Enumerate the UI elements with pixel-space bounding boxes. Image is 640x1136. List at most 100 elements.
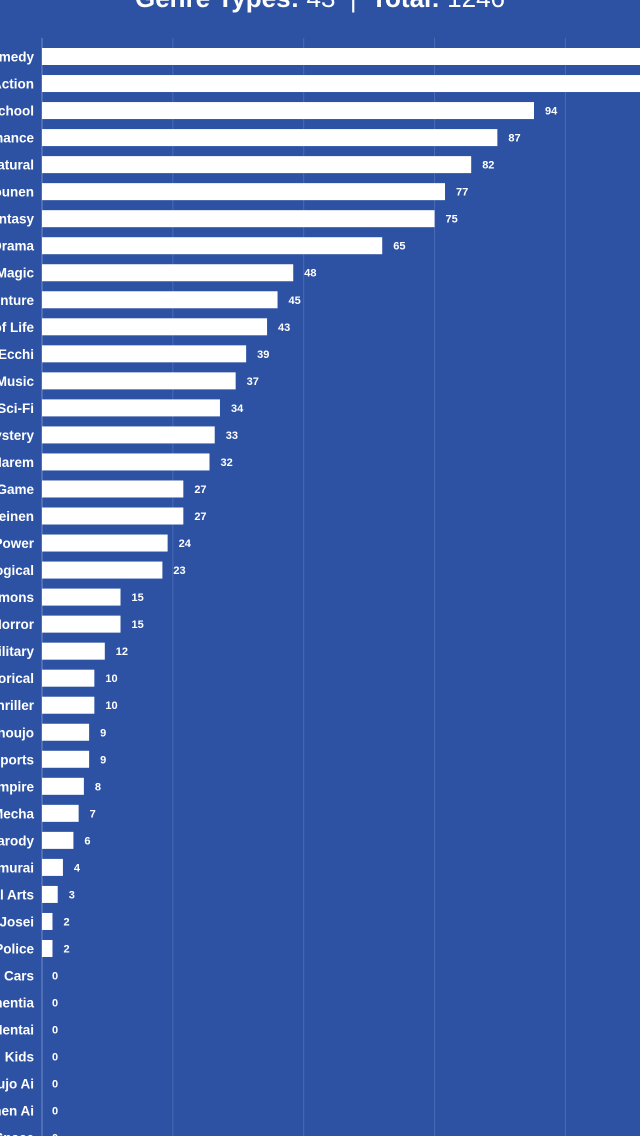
bar (42, 48, 640, 65)
bar (42, 156, 472, 174)
value-label: 2 (63, 916, 69, 928)
value-label: 43 (278, 322, 290, 334)
value-label: 0 (52, 1025, 58, 1037)
category-label: Shoujo Ai (0, 1077, 34, 1092)
bar (42, 453, 210, 471)
category-label: Drama (0, 239, 34, 254)
category-label: Thriller (0, 698, 35, 713)
bar (42, 399, 220, 417)
value-label: 34 (231, 403, 244, 415)
category-label: Supernatural (0, 158, 34, 173)
category-label: Comedy (0, 50, 34, 65)
value-label: 77 (456, 187, 468, 199)
category-label: Space (0, 1131, 34, 1136)
bar (42, 939, 53, 957)
bar (42, 237, 383, 255)
bar (42, 561, 163, 579)
bar (42, 264, 294, 282)
title-separator: | (350, 0, 357, 13)
category-label: Historical (0, 671, 34, 686)
value-label: 10 (105, 700, 117, 712)
category-label: Harem (0, 455, 34, 470)
category-label: Shounen Ai (0, 1104, 34, 1119)
bar (42, 642, 105, 660)
bar (42, 777, 84, 795)
value-label: 9 (100, 754, 106, 766)
value-label: 8 (95, 781, 101, 793)
chart-title: Genre Types: 43 | Total: 1246 (0, 0, 640, 14)
title-total-label: Total: (371, 0, 440, 13)
bar (42, 426, 215, 444)
bar (42, 615, 121, 633)
value-label: 15 (132, 592, 144, 604)
bar (42, 210, 435, 228)
value-label: 48 (304, 268, 316, 280)
value-label: 0 (52, 1106, 58, 1118)
category-label: School (0, 104, 34, 119)
category-label: Seinen (0, 509, 34, 524)
bar (42, 75, 640, 93)
bar (42, 885, 58, 903)
bar (42, 723, 90, 741)
value-label: 0 (52, 1079, 58, 1091)
bar (42, 507, 184, 525)
category-label: Kids (5, 1050, 34, 1065)
value-label: 24 (179, 538, 192, 550)
bar (42, 696, 95, 714)
category-label: Mecha (0, 806, 34, 821)
value-label: 27 (194, 511, 206, 523)
bar (42, 588, 121, 606)
category-label: Shoujo (0, 725, 34, 740)
category-label: Magic (0, 266, 34, 281)
category-label: Fantasy (0, 212, 34, 227)
category-label: Adventure (0, 293, 34, 308)
value-label: 6 (84, 835, 90, 847)
value-label: 15 (132, 619, 144, 631)
category-label: Sports (0, 752, 34, 767)
value-label: 3 (69, 889, 75, 901)
bar (42, 372, 236, 390)
value-label: 12 (116, 646, 128, 658)
category-label: Hentai (0, 1023, 34, 1038)
category-label: Josei (0, 914, 34, 929)
value-label: 82 (482, 160, 494, 172)
bar (42, 183, 446, 201)
bar (42, 804, 79, 822)
category-label: Game (0, 482, 34, 497)
value-label: 23 (173, 565, 185, 577)
category-label: Music (0, 374, 34, 389)
bar (42, 345, 247, 363)
value-label: 75 (446, 214, 458, 226)
category-label: Vampire (0, 779, 34, 794)
category-label: Samurai (0, 860, 34, 875)
value-label: 94 (545, 106, 558, 118)
value-label: 4 (74, 862, 81, 874)
bar (42, 831, 74, 849)
title-types-label: Genre Types: (135, 0, 299, 13)
value-label: 39 (257, 349, 269, 361)
bar (42, 318, 268, 336)
value-label: 0 (52, 1133, 58, 1136)
category-label: Cars (4, 969, 34, 984)
category-label: Sci-Fi (0, 401, 34, 416)
category-label: Dementia (0, 996, 34, 1011)
value-label: 0 (52, 998, 58, 1010)
bar (42, 750, 90, 768)
value-label: 45 (289, 295, 301, 307)
value-label: 0 (52, 1052, 58, 1064)
bar (42, 534, 168, 552)
category-label: Ecchi (0, 347, 34, 362)
category-label: Slice of Life (0, 320, 34, 335)
value-label: 10 (105, 673, 117, 685)
category-label: Police (0, 941, 34, 956)
bar (42, 912, 53, 930)
category-label: Parody (0, 833, 34, 848)
value-label: 0 (52, 971, 58, 983)
value-label: 2 (63, 943, 69, 955)
bar (42, 669, 95, 687)
category-label: Super Power (0, 536, 35, 551)
value-label: 65 (393, 241, 405, 253)
title-total-value: 1246 (447, 0, 505, 13)
bar (42, 291, 278, 309)
bar (42, 129, 498, 147)
